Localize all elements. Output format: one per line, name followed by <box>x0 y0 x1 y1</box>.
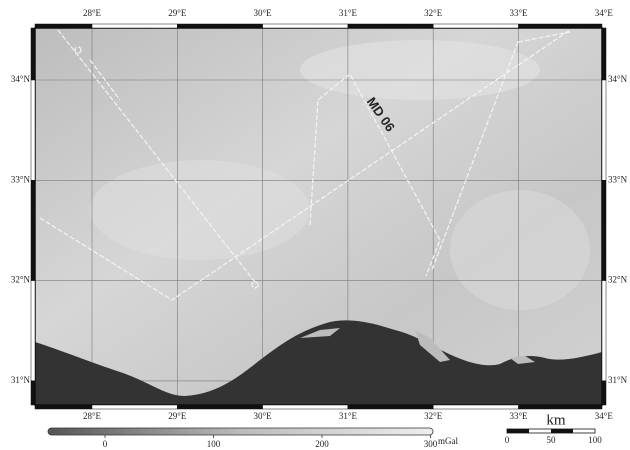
lon-label: 34°E <box>595 411 614 421</box>
frame-bar <box>31 381 35 405</box>
frame-bar <box>92 405 177 409</box>
frame-bar <box>602 381 606 405</box>
frame-bar <box>31 281 35 381</box>
lon-label: 30°E <box>254 411 273 421</box>
lat-label: 34°N <box>11 74 31 84</box>
lon-label: 32°E <box>424 8 443 18</box>
scale-tick-label: 0 <box>505 435 510 445</box>
lon-label: 30°E <box>254 8 273 18</box>
scale-ticks: 0 50 100 <box>505 435 603 445</box>
frame-bar <box>31 180 35 280</box>
scale-bar-segment <box>507 429 529 433</box>
lat-label: 32°N <box>11 275 31 285</box>
scale-unit: km <box>546 412 566 428</box>
frame-bar <box>519 24 603 28</box>
frame-bar <box>519 405 603 409</box>
lon-label: 29°E <box>168 411 187 421</box>
map-area: MD 06 <box>31 24 606 409</box>
lon-label: 28°E <box>83 411 102 421</box>
lat-label: 34°N <box>608 74 628 84</box>
lat-label: 33°N <box>11 174 31 184</box>
frame-bar <box>35 405 92 409</box>
scale-bar-segment <box>551 429 573 433</box>
lat-label: 31°N <box>11 375 31 385</box>
lon-label: 31°E <box>339 411 358 421</box>
field-anomaly <box>90 160 310 260</box>
lon-label: 33°E <box>509 8 528 18</box>
frame-bar <box>348 405 433 409</box>
frame-bar <box>433 24 518 28</box>
lon-label: 34°E <box>595 8 614 18</box>
frame-bar <box>31 80 35 180</box>
lat-label: 33°N <box>608 174 628 184</box>
colorbar-unit: mGal <box>438 436 458 446</box>
lon-label: 33°E <box>509 411 528 421</box>
colorbar-tick-label: 200 <box>315 439 329 449</box>
colorbar: mGal 0 100 200 300 <box>48 428 458 449</box>
map-figure: MD 06 mGal 0 100 200 300 km 0 50 100 28°E 28°E… <box>0 0 630 450</box>
colorbar-tick-label: 100 <box>207 439 221 449</box>
frame-bar <box>177 405 262 409</box>
field-anomaly <box>450 190 590 310</box>
frame-bar <box>348 24 433 28</box>
frame-bar <box>602 281 606 381</box>
scale-tick-label: 100 <box>588 435 602 445</box>
frame-bar <box>602 180 606 280</box>
scale-tick-label: 50 <box>547 435 557 445</box>
frame-bar <box>35 24 92 28</box>
colorbar-tick-label: 300 <box>424 439 438 449</box>
frame-bar <box>263 24 348 28</box>
frame-bar <box>92 24 177 28</box>
lat-label: 31°N <box>608 375 628 385</box>
frame-bar <box>177 24 262 28</box>
lat-label: 32°N <box>608 275 628 285</box>
colorbar-ticks: 0 100 200 300 <box>103 435 438 449</box>
lon-label: 29°E <box>168 8 187 18</box>
frame-bar <box>602 80 606 180</box>
lon-label: 32°E <box>424 411 443 421</box>
colorbar-tick-label: 0 <box>103 439 108 449</box>
lon-label: 31°E <box>339 8 358 18</box>
lon-label: 28°E <box>83 8 102 18</box>
frame-bar <box>433 405 518 409</box>
field-anomaly <box>300 40 540 100</box>
frame-bar <box>263 405 348 409</box>
colorbar-ramp <box>48 428 433 435</box>
frame-bar <box>31 28 35 80</box>
frame-bar <box>602 28 606 80</box>
